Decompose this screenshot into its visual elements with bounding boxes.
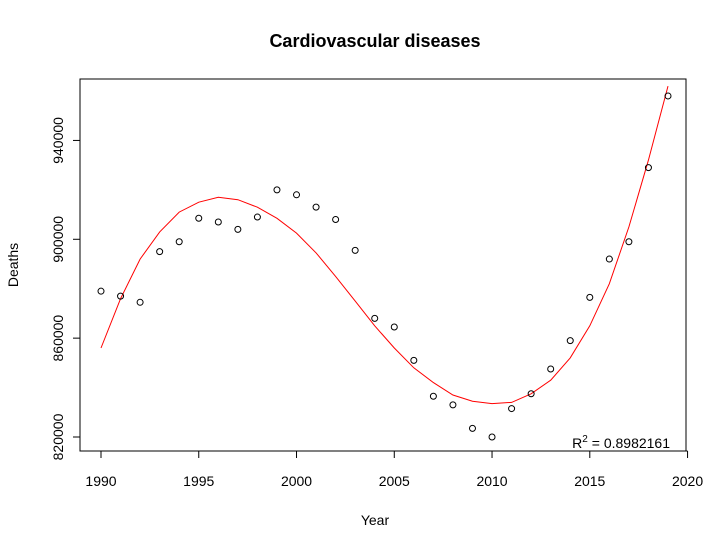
data-point (644, 164, 652, 172)
data-point (312, 203, 320, 211)
data-point (253, 213, 261, 221)
data-point (97, 287, 105, 295)
chart-title: Cardiovascular diseases (269, 31, 480, 51)
r-squared-base: R (572, 435, 582, 451)
x-axis: 1990 1995 2000 2005 2010 2015 2020 (85, 450, 703, 489)
data-point (293, 191, 301, 199)
r-squared-annotation: R2 = 0.8982161 (572, 434, 670, 451)
fit-curve (100, 85, 669, 405)
x-tick-label: 2005 (379, 473, 410, 489)
fit-curve-layer (100, 85, 669, 405)
data-point (429, 392, 437, 400)
data-point (566, 337, 574, 345)
data-point (410, 356, 418, 364)
data-point (586, 293, 594, 301)
r-squared-superscript: 2 (582, 434, 588, 445)
x-tick-label: 1990 (85, 473, 116, 489)
r-squared-value: = 0.8982161 (588, 435, 670, 451)
x-tick-label: 2000 (281, 473, 312, 489)
data-point (488, 433, 496, 441)
data-point (351, 246, 359, 254)
y-axis-label: Deaths (5, 243, 21, 287)
y-tick-label: 860000 (50, 315, 66, 362)
data-point (273, 186, 281, 194)
data-point (664, 92, 672, 100)
data-point (117, 292, 125, 300)
data-point (371, 314, 379, 322)
data-point (156, 248, 164, 256)
data-point (195, 214, 203, 222)
x-tick-label: 2010 (476, 473, 507, 489)
x-axis-label: Year (361, 512, 390, 528)
data-point (234, 225, 242, 233)
x-tick-label: 2020 (672, 473, 703, 489)
x-tick-label: 1995 (183, 473, 214, 489)
data-point (625, 238, 633, 246)
data-point (449, 401, 457, 409)
data-point (547, 365, 555, 373)
data-point (468, 424, 476, 432)
points-layer (97, 92, 672, 441)
y-tick-label: 900000 (50, 216, 66, 263)
y-axis: 820000 860000 900000 940000 (50, 117, 81, 460)
data-point (508, 405, 516, 413)
y-tick-label: 820000 (50, 413, 66, 460)
data-point (332, 216, 340, 224)
data-point (605, 255, 613, 263)
data-point (214, 218, 222, 226)
plot-frame (79, 78, 687, 452)
y-tick-label: 940000 (50, 117, 66, 164)
data-point (175, 238, 183, 246)
data-point (527, 390, 535, 398)
x-tick-label: 2015 (574, 473, 605, 489)
data-point (390, 323, 398, 331)
data-point (136, 298, 144, 306)
